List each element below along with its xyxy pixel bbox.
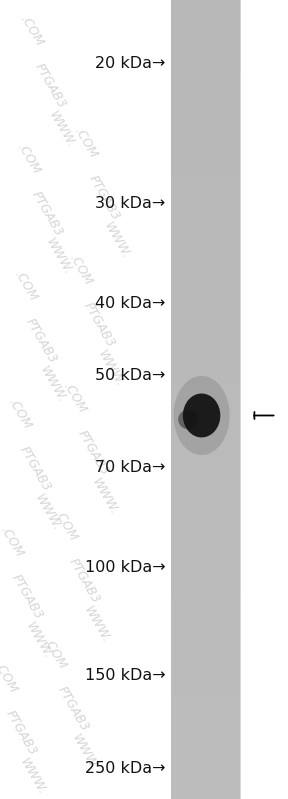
Text: 50 kDa→: 50 kDa→: [95, 368, 166, 383]
Text: 40 kDa→: 40 kDa→: [95, 296, 166, 311]
Text: .COM: .COM: [66, 252, 94, 288]
Text: PTGAB3: PTGAB3: [66, 556, 103, 606]
Text: .COM: .COM: [14, 141, 42, 176]
Text: WWW.: WWW.: [17, 756, 49, 797]
Text: WWW.: WWW.: [43, 237, 75, 278]
Text: 150 kDa→: 150 kDa→: [85, 668, 166, 682]
Text: PTGAB3: PTGAB3: [75, 428, 111, 478]
Text: WWW.: WWW.: [46, 109, 77, 150]
Bar: [171, 0, 240, 799]
Text: .COM: .COM: [17, 13, 45, 48]
Text: PTGAB3: PTGAB3: [86, 173, 123, 222]
Text: .COM: .COM: [0, 524, 25, 559]
Text: WWW.: WWW.: [89, 476, 121, 518]
Text: PTGAB3: PTGAB3: [55, 684, 91, 733]
Text: WWW.: WWW.: [69, 732, 101, 773]
Text: .COM: .COM: [0, 660, 19, 695]
Text: PTGAB3: PTGAB3: [32, 61, 68, 110]
Text: .COM: .COM: [52, 508, 80, 543]
Text: PTGAB3: PTGAB3: [17, 444, 54, 494]
Text: .COM: .COM: [12, 268, 39, 304]
Text: 20 kDa→: 20 kDa→: [95, 57, 166, 71]
Text: .COM: .COM: [40, 636, 68, 671]
Text: WWW.: WWW.: [95, 348, 126, 390]
Text: WWW.: WWW.: [81, 604, 112, 646]
Ellipse shape: [183, 393, 220, 438]
Text: WWW.: WWW.: [37, 364, 69, 406]
Text: 100 kDa→: 100 kDa→: [85, 560, 166, 574]
Ellipse shape: [173, 376, 230, 455]
Text: PTGAB3: PTGAB3: [3, 708, 39, 757]
Text: .COM: .COM: [60, 380, 88, 415]
Text: 250 kDa→: 250 kDa→: [85, 761, 166, 776]
Text: PTGAB3: PTGAB3: [29, 189, 65, 238]
Text: PTGAB3: PTGAB3: [9, 572, 45, 622]
Text: PTGAB3: PTGAB3: [23, 316, 59, 366]
Text: PTGAB3: PTGAB3: [81, 300, 117, 350]
Ellipse shape: [178, 410, 199, 429]
Text: 70 kDa→: 70 kDa→: [95, 460, 166, 475]
Text: WWW.: WWW.: [23, 620, 54, 662]
Text: .COM: .COM: [72, 125, 100, 160]
Text: WWW.: WWW.: [32, 492, 63, 534]
Text: 30 kDa→: 30 kDa→: [95, 197, 166, 211]
Text: WWW.: WWW.: [101, 221, 132, 262]
Text: .COM: .COM: [6, 396, 34, 431]
